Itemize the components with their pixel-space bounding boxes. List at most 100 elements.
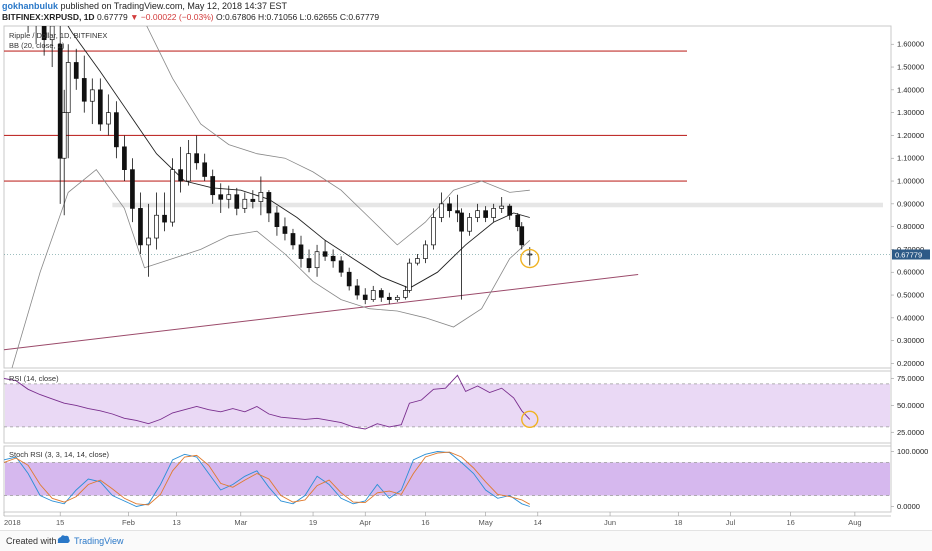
bb-legend[interactable]: BB (20, close, 2) [9, 41, 65, 50]
candle-up[interactable] [423, 244, 428, 259]
candle-down[interactable] [210, 176, 216, 196]
candle-up[interactable] [226, 194, 232, 200]
candle-down[interactable] [386, 296, 392, 300]
publish-info: published on TradingView.com, May 12, 20… [60, 1, 287, 11]
candle-up[interactable] [499, 205, 505, 209]
candle-down[interactable] [234, 194, 240, 209]
candle-up[interactable] [415, 258, 420, 264]
candle-up[interactable] [61, 112, 67, 159]
candle-up[interactable] [475, 210, 480, 218]
candle-up[interactable] [49, 26, 55, 41]
candle-down[interactable] [298, 244, 304, 259]
candle-up[interactable] [186, 153, 191, 182]
candle-down[interactable] [274, 212, 280, 227]
candle-down[interactable] [114, 112, 119, 148]
candle-down[interactable] [218, 194, 224, 200]
rsi-highlight-circle[interactable] [521, 410, 539, 429]
symbol-name: BITFINEX:XRPUSD, 1D [2, 12, 95, 22]
candle-down[interactable] [354, 285, 360, 296]
tradingview-logo-icon [57, 535, 70, 543]
candle-down[interactable] [266, 192, 272, 214]
publish-line: gokhanbuluk published on TradingView.com… [2, 1, 287, 12]
support-trendline[interactable] [3, 274, 639, 351]
candle-down[interactable] [202, 162, 208, 177]
candle-down[interactable] [57, 43, 63, 159]
date-tick-label: May [479, 518, 493, 527]
candle-down[interactable] [73, 62, 79, 79]
bb-basis-line [67, 26, 530, 289]
price-tick-label: 1.20000 [897, 131, 924, 140]
stoch-legend[interactable]: Stoch RSI (3, 3, 14, 14, close) [9, 450, 110, 459]
candle-up[interactable] [431, 217, 436, 246]
candle-down[interactable] [162, 214, 167, 223]
price-tick-label: 1.30000 [897, 108, 924, 117]
candle-down[interactable] [178, 169, 183, 182]
candle-up[interactable] [106, 112, 111, 125]
candle-down[interactable] [330, 255, 336, 262]
candle-down[interactable] [250, 198, 256, 202]
candle-down[interactable] [515, 214, 521, 227]
candle-up[interactable] [467, 217, 472, 232]
candle-up[interactable] [65, 62, 71, 113]
candle-up[interactable] [242, 198, 248, 209]
candle-up[interactable] [146, 237, 151, 246]
date-tick-label: Feb [122, 518, 135, 527]
candle-down[interactable] [378, 290, 384, 298]
chart-canvas[interactable]: 1.60000 1.50000 1.40000 1.30000 1.20000 1.100… [0, 0, 932, 530]
ohlc-values: O:0.67806 H:0.71056 L:0.62655 C:0.67779 [216, 12, 380, 22]
candle-up[interactable] [394, 296, 400, 300]
date-tick-label: Mar [234, 518, 247, 527]
candle-down[interactable] [306, 258, 312, 269]
candle-up[interactable] [154, 214, 159, 239]
candle-down[interactable] [130, 169, 135, 209]
candle-up[interactable] [34, 0, 38, 10]
candle-down[interactable] [282, 226, 288, 234]
candle-down[interactable] [138, 208, 143, 246]
price-tick-label: 0.80000 [897, 222, 924, 231]
candle-down[interactable] [346, 271, 352, 287]
rsi-legend[interactable]: RSI (14, close) [9, 374, 59, 383]
candle-down[interactable] [26, 0, 30, 10]
candle-down[interactable] [194, 153, 200, 164]
price-tick-label: 0.30000 [897, 336, 924, 345]
candle-down[interactable] [519, 226, 525, 246]
price-tick-label: 1.40000 [897, 85, 924, 94]
price-tick-label: 0.70000 [897, 245, 924, 254]
candle-down[interactable] [322, 251, 328, 257]
candle-down[interactable] [290, 233, 296, 246]
date-tick-label: Jul [726, 518, 736, 527]
candle-up[interactable] [403, 290, 408, 298]
candle-up[interactable] [314, 251, 320, 269]
candle-down[interactable] [483, 210, 488, 218]
candle-up[interactable] [258, 192, 264, 202]
candle-down[interactable] [447, 203, 452, 212]
main-legend[interactable]: Ripple / Dollar, 1D, BITFINEX [9, 31, 107, 40]
axes: 1.60000 1.50000 1.40000 1.30000 1.20000 1.100… [3, 40, 930, 527]
candle-down[interactable] [41, 0, 47, 41]
price-tick-label: 0.90000 [897, 199, 924, 208]
candle-up[interactable] [170, 169, 175, 223]
candle-down[interactable] [507, 205, 513, 216]
tradingview-brand[interactable]: TradingView [74, 536, 124, 546]
candle-down[interactable] [362, 294, 368, 300]
candle-up[interactable] [370, 290, 376, 300]
price-tick-label: 0.50000 [897, 291, 924, 300]
candle-down[interactable] [338, 260, 344, 273]
bb-upper-line [146, 26, 530, 246]
candle-down[interactable] [81, 78, 87, 102]
candle-up[interactable] [491, 208, 497, 218]
author-link[interactable]: gokhanbuluk [2, 1, 58, 11]
rsi-tick-label: 25.0000 [897, 428, 924, 437]
candle-up[interactable] [527, 253, 533, 256]
highlight-circle[interactable] [520, 248, 540, 269]
price-tick-label: 0.40000 [897, 313, 924, 322]
stoch-tick-label: 100.0000 [897, 447, 928, 456]
candle-up[interactable] [89, 89, 95, 102]
candle-up[interactable] [407, 262, 412, 291]
candle-down[interactable] [459, 212, 464, 232]
candle-down[interactable] [122, 146, 127, 170]
candle-down[interactable] [455, 210, 460, 214]
candles[interactable] [2, 0, 540, 305]
candle-down[interactable] [97, 89, 103, 125]
candle-up[interactable] [439, 203, 444, 218]
